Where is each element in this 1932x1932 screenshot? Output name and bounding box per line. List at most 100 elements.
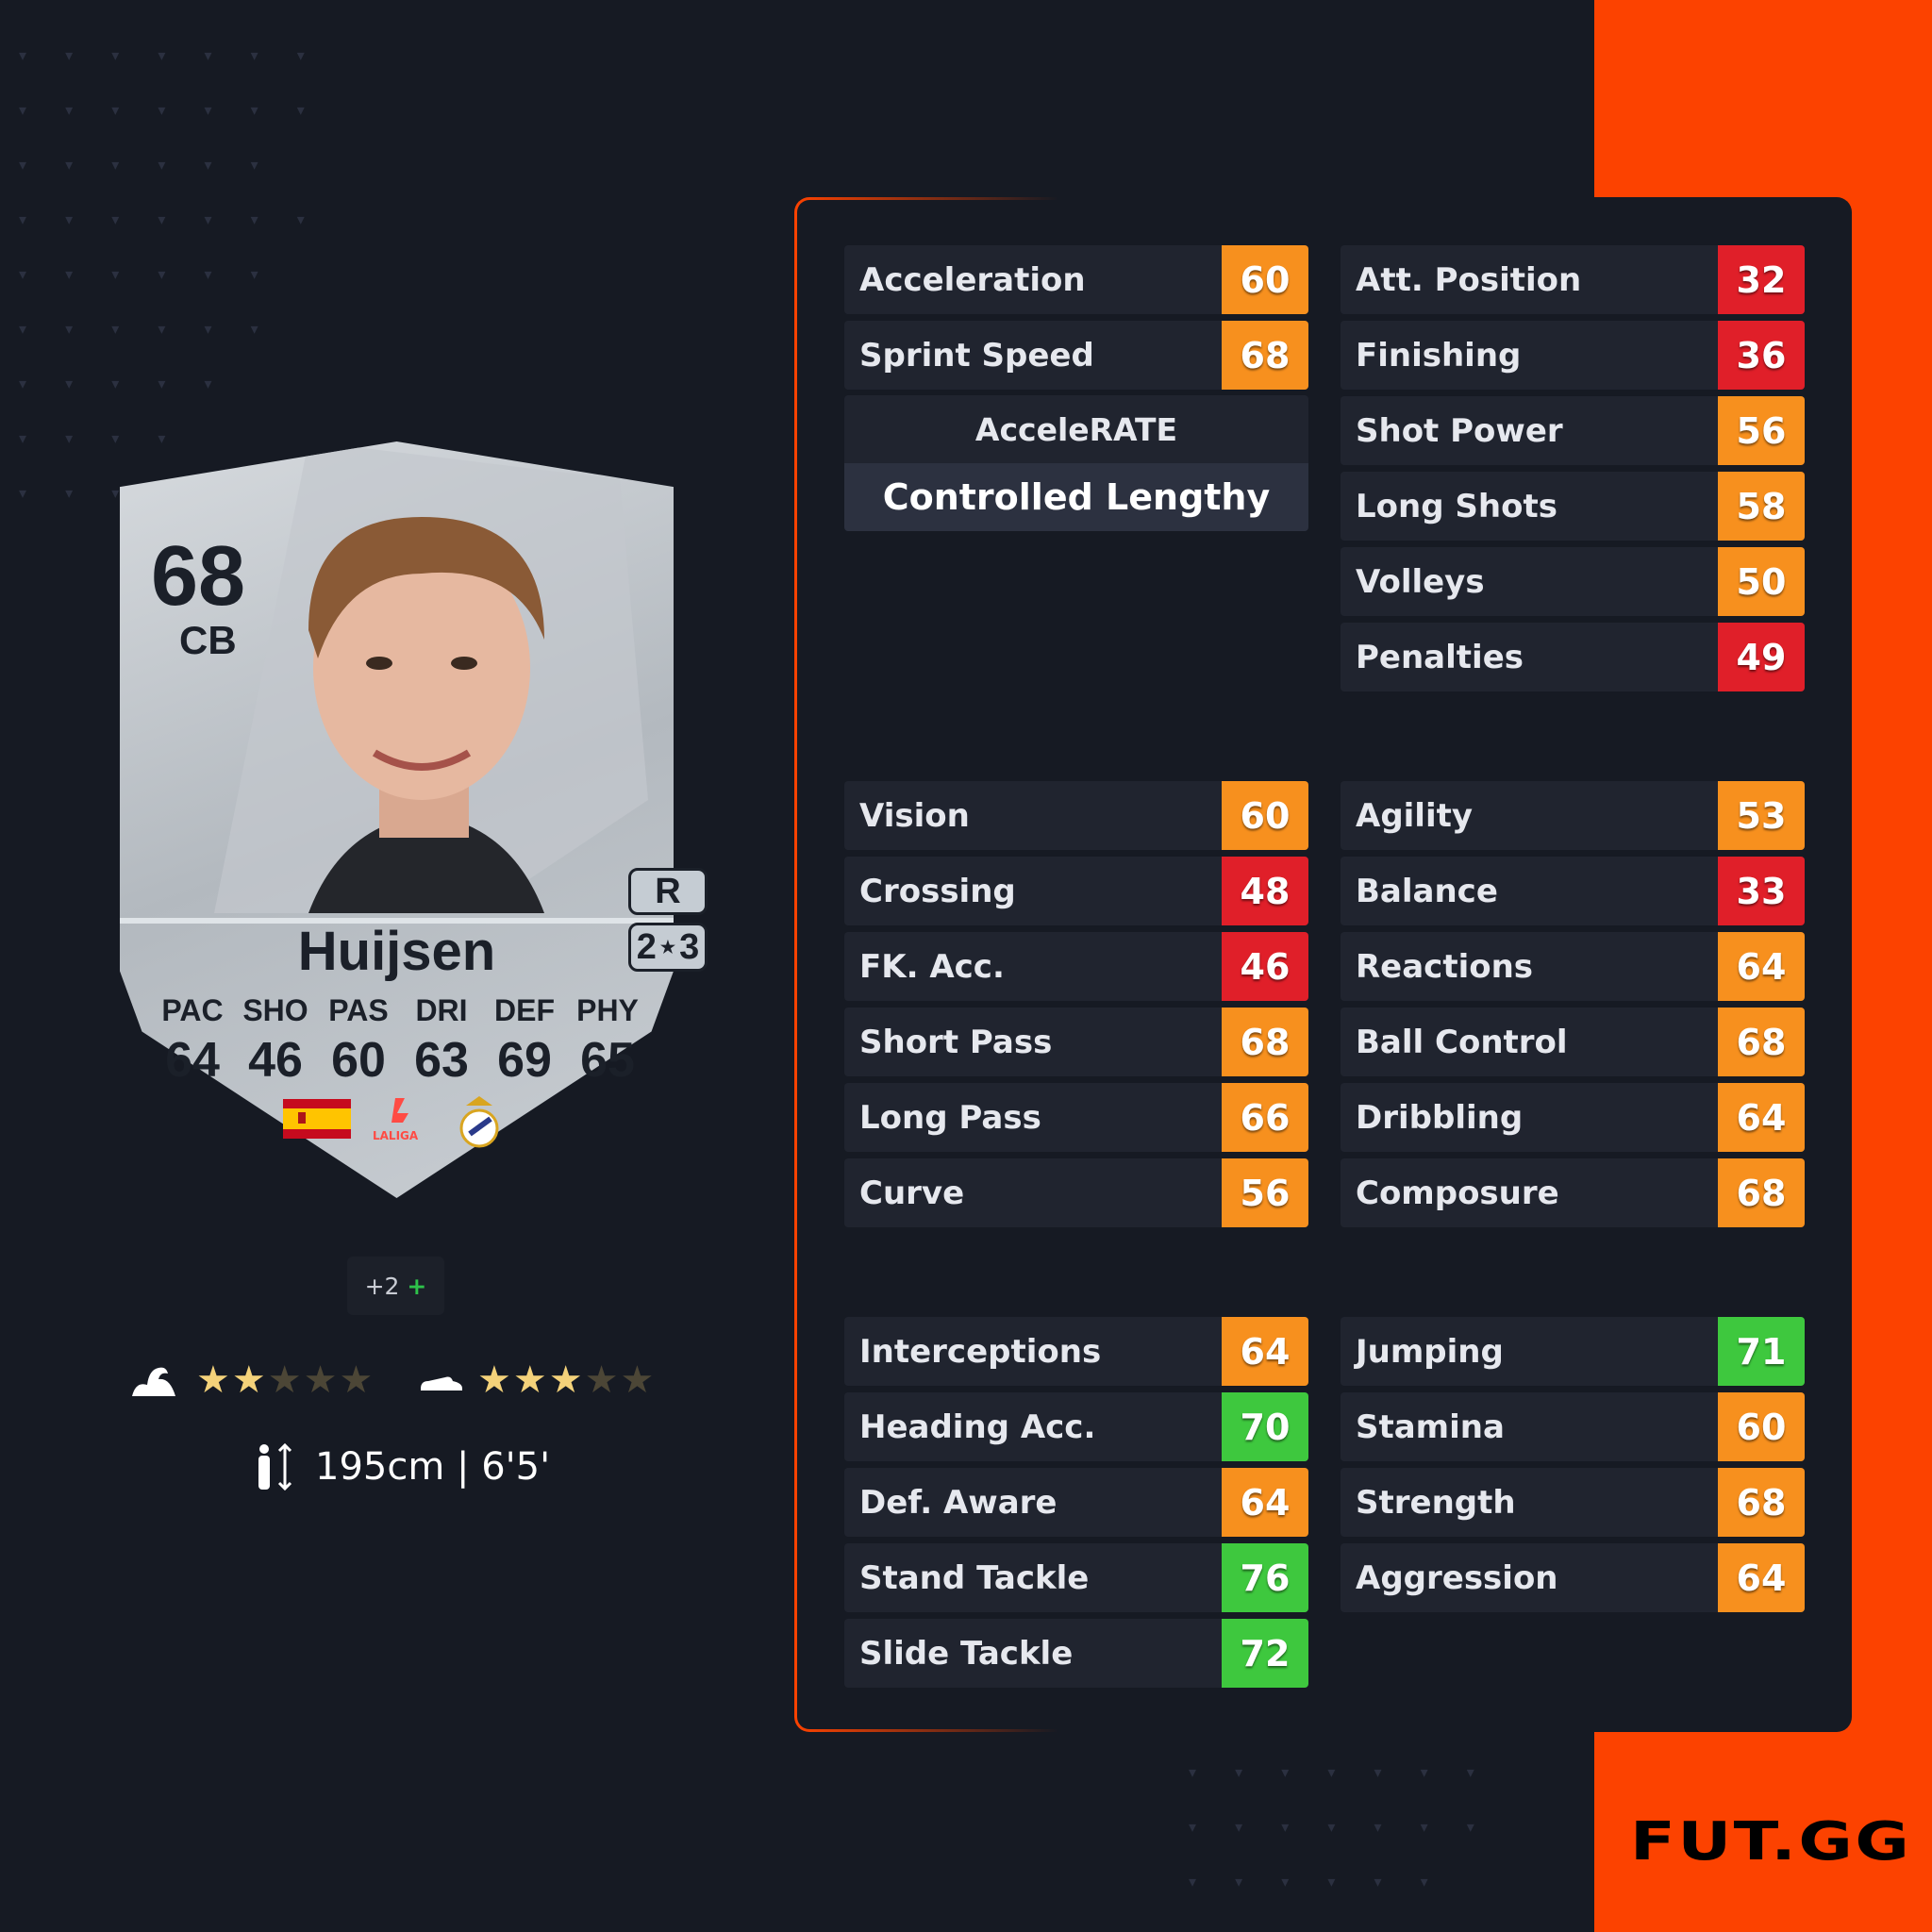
star-icon: ★	[267, 1358, 304, 1402]
star-icon: ★	[512, 1358, 549, 1402]
position: CB	[179, 618, 237, 662]
attribute-value: 68	[1718, 1008, 1805, 1076]
attribute-label: Interceptions	[859, 1332, 1102, 1371]
stat-value: 64	[165, 1033, 220, 1088]
attribute-label: Balance	[1356, 872, 1498, 910]
stat-value: 69	[497, 1033, 552, 1088]
attribute-value: 68	[1222, 321, 1308, 390]
attribute-label: Jumping	[1356, 1332, 1504, 1371]
attribute-label: Strength	[1356, 1483, 1516, 1522]
real-madrid-crest-icon	[459, 1096, 499, 1148]
attribute-row: Slide Tackle 72	[844, 1619, 1308, 1688]
attribute-value: 72	[1222, 1619, 1308, 1688]
star-icon: ★	[231, 1358, 268, 1402]
attribute-row: Interceptions 64	[844, 1317, 1308, 1386]
stat-label: DRI	[415, 993, 468, 1027]
stat-def: DEF 69	[483, 993, 566, 1089]
attribute-value: 71	[1718, 1317, 1805, 1386]
attribute-value: 53	[1718, 781, 1805, 850]
height-value: 195cm | 6'5'	[315, 1445, 551, 1489]
attribute-row: Curve 56	[844, 1158, 1308, 1227]
weak-foot-stars: ★★★★★	[477, 1358, 656, 1402]
star-icon: ★	[339, 1358, 375, 1402]
attribute-row: Heading Acc. 70	[844, 1392, 1308, 1461]
spain-flag-icon	[283, 1099, 351, 1139]
skill-weak-foot: 2 ★ 3	[628, 923, 708, 972]
attribute-row: Agility 53	[1341, 781, 1805, 850]
attribute-label: Long Pass	[859, 1098, 1041, 1137]
attribute-row: Volleys 50	[1341, 547, 1805, 616]
attribute-label: Att. Position	[1356, 260, 1582, 299]
attribute-row: Long Pass 66	[844, 1083, 1308, 1152]
laliga-logo-icon: LALIGA	[373, 1098, 419, 1142]
attribute-label: Reactions	[1356, 947, 1534, 986]
stat-label: PAC	[161, 993, 224, 1027]
star-icon: ★	[196, 1358, 232, 1402]
attribute-value: 64	[1718, 1083, 1805, 1152]
attribute-label: Shot Power	[1356, 411, 1563, 450]
accelerate-box: AcceleRATE Controlled Lengthy	[844, 395, 1308, 531]
attribute-row: Short Pass 68	[844, 1008, 1308, 1076]
skill-moves-value: 2	[636, 926, 657, 967]
attribute-label: Sprint Speed	[859, 336, 1094, 375]
attribute-label: Vision	[859, 796, 970, 835]
player-card[interactable]	[120, 441, 674, 1198]
attribute-value: 49	[1718, 623, 1805, 691]
attribute-label: Composure	[1356, 1174, 1559, 1212]
accelerate-label: AcceleRATE	[844, 395, 1308, 463]
weak-foot-value: 3	[679, 926, 700, 967]
attribute-value: 48	[1222, 857, 1308, 925]
attribute-value: 33	[1718, 857, 1805, 925]
star-icon: ★	[620, 1358, 657, 1402]
attribute-value: 76	[1222, 1543, 1308, 1612]
attribute-value: 56	[1222, 1158, 1308, 1227]
overall-rating: 68	[151, 529, 246, 624]
attribute-value: 68	[1718, 1468, 1805, 1537]
skill-moves-icon	[132, 1367, 175, 1396]
star-icon: ★	[659, 937, 676, 957]
attribute-row: Stand Tackle 76	[844, 1543, 1308, 1612]
attribute-row: Composure 68	[1341, 1158, 1805, 1227]
attribute-value: 64	[1222, 1317, 1308, 1386]
attribute-row: Aggression 64	[1341, 1543, 1805, 1612]
preferred-foot: R	[628, 868, 708, 915]
stat-pac: PAC 64	[151, 993, 234, 1089]
attribute-row: Ball Control 68	[1341, 1008, 1805, 1076]
stat-sho: SHO 46	[234, 993, 317, 1089]
star-icon: ★	[584, 1358, 621, 1402]
attribute-value: 56	[1718, 396, 1805, 465]
height-icon	[258, 1443, 292, 1491]
attribute-label: Acceleration	[859, 260, 1086, 299]
attribute-value: 64	[1222, 1468, 1308, 1537]
attribute-label: Heading Acc.	[859, 1407, 1096, 1446]
stat-label: PHY	[576, 993, 639, 1027]
star-icon: ★	[477, 1358, 513, 1402]
attribute-label: Volleys	[1356, 562, 1485, 601]
attribute-value: 50	[1718, 547, 1805, 616]
stat-value: 60	[331, 1033, 386, 1088]
attribute-row: FK. Acc. 46	[844, 932, 1308, 1001]
attribute-row: Jumping 71	[1341, 1317, 1805, 1386]
player-height: 195cm | 6'5'	[255, 1443, 550, 1491]
background-pattern: ▾ ▾ ▾ ▾ ▾ ▾ ▾ ▾ ▾ ▾ ▾ ▾ ▾ ▾ ▾ ▾ ▾ ▾ ▾ ▾ …	[19, 46, 322, 502]
attribute-row: Reactions 64	[1341, 932, 1805, 1001]
player-name: Huijsen	[297, 921, 496, 982]
attribute-label: Stamina	[1356, 1407, 1505, 1446]
attribute-value: 60	[1222, 245, 1308, 314]
star-icon: ★	[548, 1358, 585, 1402]
stat-label: PAS	[328, 993, 389, 1027]
attribute-label: Crossing	[859, 872, 1016, 910]
more-playstyles-button[interactable]: +2 +	[347, 1257, 444, 1315]
stat-dri: DRI 63	[400, 993, 483, 1089]
attribute-value: 60	[1222, 781, 1308, 850]
attribute-value: 68	[1718, 1158, 1805, 1227]
attribute-row: Def. Aware 64	[844, 1468, 1308, 1537]
attribute-label: Agility	[1356, 796, 1474, 835]
attribute-label: Dribbling	[1356, 1098, 1524, 1137]
attribute-label: Def. Aware	[859, 1483, 1058, 1522]
stat-pas: PAS 60	[317, 993, 400, 1089]
more-playstyles-count: +2	[364, 1272, 400, 1300]
attribute-label: Penalties	[1356, 638, 1524, 676]
attribute-row: Stamina 60	[1341, 1392, 1805, 1461]
attribute-label: Long Shots	[1356, 487, 1557, 525]
